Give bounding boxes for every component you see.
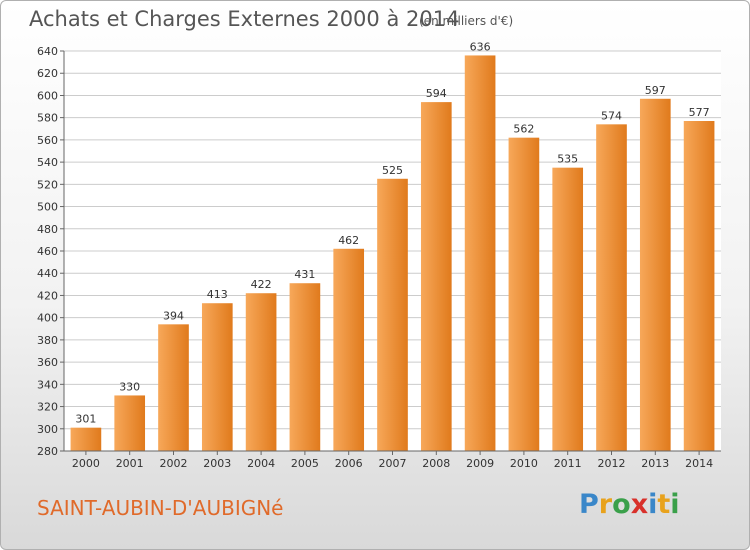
y-tick-label: 620 bbox=[37, 67, 58, 80]
y-tick-label: 600 bbox=[37, 89, 58, 102]
x-tick-label: 2006 bbox=[335, 457, 363, 470]
bar bbox=[114, 395, 146, 451]
y-tick-label: 420 bbox=[37, 289, 58, 302]
data-label: 394 bbox=[163, 309, 184, 322]
y-tick-label: 640 bbox=[37, 45, 58, 58]
y-tick-label: 380 bbox=[37, 334, 58, 347]
x-tick-label: 2012 bbox=[598, 457, 626, 470]
y-tick-label: 500 bbox=[37, 201, 58, 214]
logo-letter: x bbox=[630, 489, 649, 520]
logo-letter: P bbox=[579, 489, 599, 520]
commune-name: SAINT-AUBIN-D'AUBIGNé bbox=[37, 496, 284, 520]
y-tick-label: 400 bbox=[37, 312, 58, 325]
bar bbox=[70, 427, 102, 451]
bar bbox=[377, 178, 408, 451]
proxiti-logo: Proxiti bbox=[579, 489, 680, 520]
x-tick-label: 2008 bbox=[422, 457, 450, 470]
data-label: 301 bbox=[75, 413, 96, 426]
bar bbox=[201, 303, 233, 451]
logo-letter: t bbox=[657, 489, 671, 520]
bar bbox=[158, 324, 189, 451]
bar bbox=[596, 124, 627, 451]
x-tick-label: 2004 bbox=[247, 457, 275, 470]
bar bbox=[639, 98, 671, 452]
logo-letter: o bbox=[612, 489, 631, 520]
y-tick-label: 520 bbox=[37, 178, 58, 191]
data-label: 462 bbox=[338, 234, 359, 247]
y-tick-label: 320 bbox=[37, 401, 58, 414]
data-label: 431 bbox=[294, 268, 315, 281]
bar bbox=[289, 283, 321, 451]
logo-letter: r bbox=[598, 489, 613, 520]
logo-letter: i bbox=[670, 489, 680, 520]
bar bbox=[683, 121, 715, 451]
y-tick-label: 280 bbox=[37, 445, 58, 458]
x-tick-label: 2003 bbox=[203, 457, 231, 470]
y-tick-label: 360 bbox=[37, 356, 58, 369]
x-tick-label: 2010 bbox=[510, 457, 538, 470]
y-tick-label: 440 bbox=[37, 267, 58, 280]
y-tick-label: 540 bbox=[37, 156, 58, 169]
data-label: 562 bbox=[513, 123, 534, 136]
chart-subtitle: (en milliers d'€) bbox=[419, 14, 514, 28]
bar bbox=[420, 102, 452, 451]
data-label: 577 bbox=[689, 106, 710, 119]
logo-letter: i bbox=[648, 489, 658, 520]
y-tick-label: 560 bbox=[37, 134, 58, 147]
y-tick-label: 340 bbox=[37, 378, 58, 391]
x-tick-label: 2014 bbox=[685, 457, 713, 470]
data-label: 525 bbox=[382, 164, 403, 177]
data-label: 330 bbox=[119, 380, 140, 393]
data-label: 422 bbox=[251, 278, 272, 291]
data-label: 574 bbox=[601, 109, 622, 122]
bar bbox=[508, 137, 540, 451]
data-label: 535 bbox=[557, 153, 578, 166]
bar bbox=[245, 293, 277, 451]
y-tick-label: 300 bbox=[37, 423, 58, 436]
chart-title: Achats et Charges Externes 2000 à 2014 bbox=[29, 7, 460, 31]
x-tick-label: 2011 bbox=[554, 457, 582, 470]
x-tick-label: 2007 bbox=[379, 457, 407, 470]
bar bbox=[464, 55, 496, 451]
y-tick-label: 580 bbox=[37, 112, 58, 125]
y-tick-label: 460 bbox=[37, 245, 58, 258]
x-tick-label: 2000 bbox=[72, 457, 100, 470]
y-tick-label: 480 bbox=[37, 223, 58, 236]
data-label: 594 bbox=[426, 87, 447, 100]
x-tick-label: 2013 bbox=[641, 457, 669, 470]
bar bbox=[552, 167, 584, 451]
data-label: 413 bbox=[207, 288, 228, 301]
x-tick-label: 2002 bbox=[160, 457, 188, 470]
x-tick-label: 2009 bbox=[466, 457, 494, 470]
data-label: 597 bbox=[645, 84, 666, 97]
x-tick-label: 2005 bbox=[291, 457, 319, 470]
bar bbox=[333, 248, 365, 451]
x-tick-label: 2001 bbox=[116, 457, 144, 470]
data-label: 636 bbox=[470, 40, 491, 53]
